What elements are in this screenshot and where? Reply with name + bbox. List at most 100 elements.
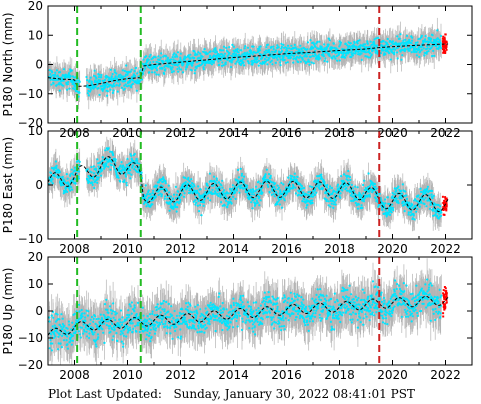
position-point bbox=[290, 50, 294, 54]
position-point bbox=[65, 173, 68, 176]
position-point bbox=[330, 48, 333, 51]
recent-point bbox=[445, 40, 448, 43]
position-point bbox=[120, 75, 123, 78]
position-point bbox=[369, 56, 372, 59]
position-point bbox=[224, 61, 227, 64]
position-point bbox=[92, 172, 96, 175]
position-point bbox=[266, 43, 269, 46]
position-point bbox=[115, 84, 118, 87]
position-point bbox=[58, 89, 61, 92]
position-point bbox=[172, 207, 175, 210]
position-point bbox=[294, 51, 297, 54]
position-point bbox=[356, 42, 359, 45]
position-point bbox=[155, 73, 158, 76]
position-point bbox=[410, 39, 414, 42]
position-point bbox=[415, 54, 418, 57]
position-point bbox=[432, 49, 435, 53]
position-point bbox=[118, 167, 121, 170]
position-point bbox=[125, 184, 128, 187]
daily-positions bbox=[48, 147, 443, 221]
position-point bbox=[86, 79, 89, 82]
position-point bbox=[68, 189, 72, 192]
position-point bbox=[191, 64, 194, 67]
position-point bbox=[225, 46, 228, 50]
position-point bbox=[151, 67, 154, 70]
position-point bbox=[69, 68, 72, 71]
position-point bbox=[408, 49, 411, 52]
position-point bbox=[58, 71, 62, 74]
position-point bbox=[318, 57, 321, 60]
position-point bbox=[95, 171, 98, 174]
position-point bbox=[190, 69, 193, 72]
position-point bbox=[145, 55, 148, 58]
position-point bbox=[275, 56, 278, 59]
position-point bbox=[110, 160, 113, 164]
position-point bbox=[367, 56, 370, 59]
position-point bbox=[93, 69, 96, 72]
position-point bbox=[90, 165, 93, 169]
position-point bbox=[364, 51, 368, 54]
position-point bbox=[125, 64, 128, 67]
y-tick-label: −20 bbox=[18, 116, 43, 130]
position-point bbox=[97, 165, 100, 168]
position-point bbox=[149, 61, 152, 64]
position-point bbox=[345, 54, 348, 57]
position-point bbox=[275, 54, 278, 57]
position-point bbox=[308, 60, 311, 63]
position-point bbox=[175, 60, 178, 63]
position-point bbox=[431, 54, 434, 58]
position-point bbox=[265, 46, 268, 49]
position-point bbox=[67, 80, 70, 84]
position-point bbox=[366, 42, 369, 46]
position-point bbox=[414, 45, 417, 48]
position-point bbox=[111, 72, 114, 76]
position-point bbox=[131, 82, 135, 85]
position-point bbox=[228, 51, 231, 55]
position-point bbox=[434, 44, 438, 48]
position-point bbox=[365, 46, 368, 49]
position-point bbox=[419, 37, 422, 40]
position-point bbox=[49, 78, 52, 81]
position-point bbox=[113, 69, 116, 72]
position-point bbox=[58, 171, 61, 174]
position-point bbox=[214, 47, 217, 50]
position-point bbox=[133, 152, 136, 156]
position-point bbox=[197, 51, 200, 54]
position-point bbox=[109, 88, 112, 91]
position-point bbox=[217, 60, 220, 63]
position-point bbox=[212, 50, 215, 53]
position-point bbox=[313, 43, 316, 46]
position-point bbox=[405, 34, 409, 38]
position-point bbox=[130, 154, 133, 157]
position-point bbox=[353, 41, 356, 45]
position-point bbox=[49, 73, 52, 76]
position-point bbox=[300, 48, 303, 51]
position-point bbox=[396, 51, 399, 54]
position-point bbox=[91, 181, 94, 184]
position-point bbox=[174, 185, 177, 188]
position-point bbox=[285, 52, 288, 56]
position-point bbox=[131, 164, 135, 167]
position-point bbox=[360, 58, 363, 62]
recent-point bbox=[442, 51, 445, 54]
position-point bbox=[411, 36, 414, 39]
position-point bbox=[288, 47, 291, 50]
position-point bbox=[120, 161, 123, 164]
position-point bbox=[274, 49, 278, 52]
position-point bbox=[168, 209, 171, 212]
position-point bbox=[160, 177, 164, 181]
position-point bbox=[164, 180, 167, 183]
position-point bbox=[404, 48, 407, 51]
position-point bbox=[70, 69, 73, 72]
position-point bbox=[279, 58, 282, 61]
position-point bbox=[368, 52, 371, 55]
position-point bbox=[163, 197, 166, 200]
position-point bbox=[123, 69, 126, 73]
position-point bbox=[55, 166, 58, 170]
position-point bbox=[119, 180, 122, 183]
position-point bbox=[119, 164, 122, 167]
position-point bbox=[142, 202, 146, 205]
position-point bbox=[382, 49, 385, 52]
position-point bbox=[393, 53, 396, 56]
position-point bbox=[165, 55, 168, 58]
